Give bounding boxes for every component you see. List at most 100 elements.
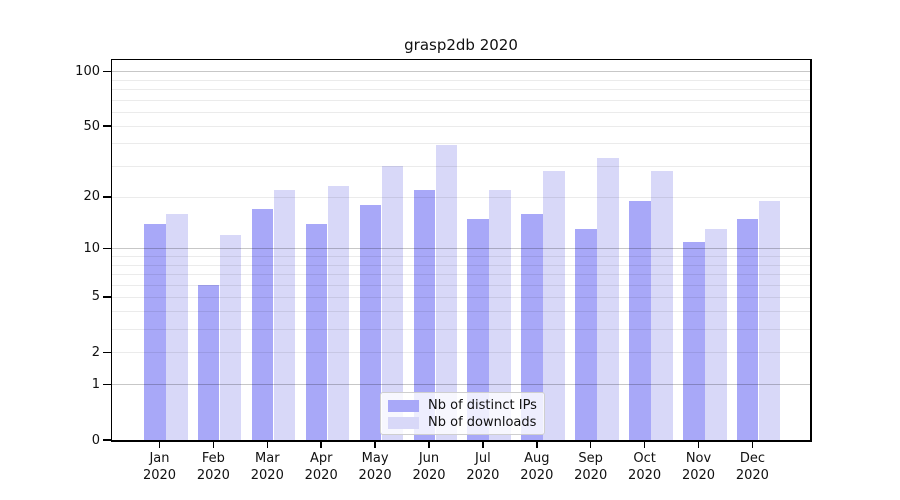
- gridline-minor: [112, 79, 810, 81]
- x-tick-mark: [212, 441, 215, 448]
- x-tick-label: Apr 2020: [304, 451, 338, 483]
- gridline-minor: [112, 273, 810, 275]
- x-tick-label: Mar 2020: [250, 451, 284, 483]
- gridline-minor: [112, 89, 810, 91]
- gridline-minor: [112, 126, 810, 128]
- y-tick-mark: [103, 125, 111, 127]
- y-tick-mark: [103, 247, 111, 250]
- bar-distinct-ips: [251, 209, 274, 440]
- y-tick-mark: [103, 70, 111, 73]
- bar-downloads: [543, 171, 565, 440]
- bar-distinct-ips: [467, 218, 489, 440]
- x-tick-label: Oct 2020: [628, 451, 662, 483]
- gridline-minor: [112, 143, 810, 145]
- chart-title: grasp2db 2020: [404, 36, 518, 54]
- y-tick-label: 20: [83, 189, 100, 205]
- bar-distinct-ips: [197, 284, 220, 440]
- gridline-minor: [112, 329, 810, 331]
- bar-distinct-ips: [413, 189, 435, 440]
- axis-spine-left: [110, 58, 112, 442]
- bar-distinct-ips: [575, 229, 597, 440]
- x-tick-mark: [266, 441, 269, 448]
- gridline-minor: [112, 165, 810, 167]
- y-tick-mark: [103, 383, 111, 386]
- bar-downloads: [273, 189, 296, 440]
- legend-label-distinct-ips: Nb of distinct IPs: [428, 398, 537, 413]
- gridline-minor: [112, 296, 810, 298]
- gridline-minor: [112, 352, 810, 354]
- bars-layer: [112, 60, 810, 440]
- bar-downloads: [219, 235, 242, 440]
- x-tick-mark: [697, 441, 700, 448]
- bar-distinct-ips: [305, 223, 328, 440]
- y-tick-label: 5: [91, 289, 100, 305]
- bar-distinct-ips: [736, 218, 759, 440]
- x-tick-label: Sep 2020: [574, 451, 608, 483]
- gridline-minor: [112, 256, 810, 258]
- legend-row-downloads: Nb of downloads: [388, 414, 537, 431]
- legend-swatch-downloads: [388, 416, 419, 429]
- axis-spine-bottom: [110, 440, 812, 442]
- bar-distinct-ips: [144, 223, 166, 440]
- x-tick-mark: [320, 441, 322, 448]
- y-tick-label: 2: [91, 344, 100, 360]
- y-tick-mark: [103, 296, 111, 298]
- y-tick-label: 10: [83, 241, 100, 257]
- y-tick-label: 0: [91, 432, 100, 448]
- x-tick-mark: [374, 441, 376, 448]
- bar-downloads: [435, 145, 457, 440]
- x-tick-mark: [643, 441, 646, 448]
- bar-downloads: [758, 200, 781, 440]
- x-tick-label: Aug 2020: [520, 451, 554, 483]
- gridline-minor: [112, 99, 810, 101]
- bar-downloads: [489, 189, 511, 440]
- axis-spine-right: [810, 58, 812, 442]
- bar-downloads: [381, 165, 404, 440]
- gridline-major: [112, 384, 810, 386]
- y-tick-mark: [103, 196, 111, 198]
- x-tick-mark: [428, 441, 430, 448]
- bar-distinct-ips: [683, 241, 705, 440]
- y-tick-mark: [103, 439, 111, 441]
- bar-distinct-ips: [359, 204, 382, 440]
- gridline-minor: [112, 111, 810, 113]
- gridline-minor: [112, 284, 810, 286]
- legend-swatch-distinct-ips: [388, 399, 419, 412]
- y-tick-label: 100: [75, 64, 100, 79]
- x-tick-label: Jun 2020: [412, 451, 446, 483]
- gridline-major: [112, 248, 810, 250]
- y-tick-mark: [103, 351, 111, 354]
- bar-downloads: [705, 229, 727, 440]
- gridline-major: [112, 71, 810, 73]
- x-tick-mark: [158, 441, 161, 448]
- gridline-minor: [112, 264, 810, 266]
- legend: Nb of distinct IPs Nb of downloads: [380, 392, 545, 435]
- legend-label-downloads: Nb of downloads: [428, 415, 537, 430]
- axis-spine-top: [110, 58, 812, 60]
- y-tick-label: 50: [83, 118, 100, 134]
- gridline-minor: [112, 196, 810, 198]
- bar-distinct-ips: [521, 213, 543, 440]
- gridline-minor: [112, 311, 810, 313]
- x-tick-label: Dec 2020: [735, 451, 769, 483]
- x-tick-label: Feb 2020: [196, 451, 230, 483]
- x-tick-label: May 2020: [358, 451, 392, 483]
- x-tick-mark: [751, 441, 754, 448]
- plot-area: [112, 60, 810, 440]
- gridlines-layer: [112, 60, 810, 440]
- x-tick-label: Nov 2020: [681, 451, 716, 483]
- x-tick-label: Jul 2020: [466, 451, 500, 483]
- bar-downloads: [651, 171, 673, 440]
- x-tick-label: Jan 2020: [142, 451, 177, 483]
- x-tick-mark: [536, 441, 538, 448]
- bar-downloads: [327, 186, 350, 440]
- x-tick-mark: [589, 441, 592, 448]
- bar-distinct-ips: [629, 200, 651, 440]
- legend-row-distinct-ips: Nb of distinct IPs: [388, 397, 537, 414]
- bar-downloads: [166, 213, 188, 440]
- x-tick-mark: [482, 441, 484, 448]
- y-tick-label: 1: [91, 377, 100, 393]
- bar-downloads: [597, 158, 619, 440]
